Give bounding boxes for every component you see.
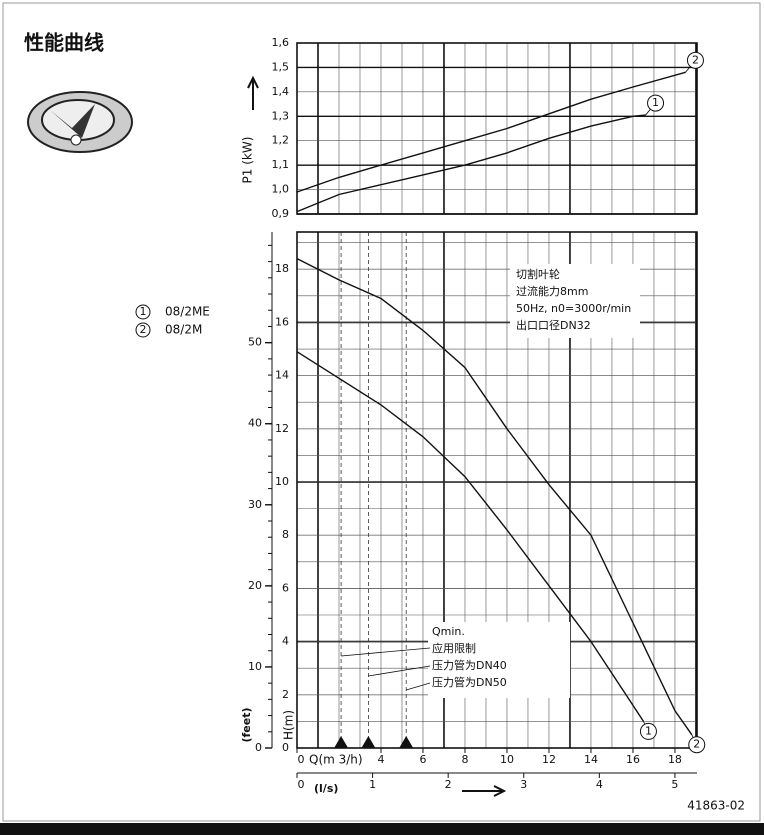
y-tick-label: 8 xyxy=(282,528,289,541)
curve xyxy=(296,351,645,722)
footer-bar xyxy=(0,823,764,835)
x2-tick-label: 3 xyxy=(520,778,527,791)
curve-marker xyxy=(647,94,665,112)
y-tick-label: 6 xyxy=(282,581,289,594)
plot-frame xyxy=(296,231,698,749)
y-tick-label: 1,5 xyxy=(272,60,290,73)
qmin-triangle xyxy=(334,736,349,748)
y-tick-label: 1,6 xyxy=(272,36,290,49)
note-text: 切割叶轮 xyxy=(516,267,560,281)
annotation-text: Qmin. xyxy=(432,625,465,638)
curve xyxy=(296,257,693,736)
plot-frame xyxy=(296,42,698,215)
x-tick-label: 4 xyxy=(377,753,384,766)
legend-label: 08/2ME xyxy=(165,305,210,319)
curve-marker xyxy=(639,722,657,740)
y2-tick-label: 20 xyxy=(248,579,262,592)
legend-label: 08/2M xyxy=(165,323,202,337)
x2-tick-label: 2 xyxy=(445,778,452,791)
x-tick-label: 10 xyxy=(500,753,514,766)
x-tick-label: 8 xyxy=(461,753,468,766)
x-tick-label: 16 xyxy=(626,753,640,766)
annotation-leader xyxy=(368,665,431,677)
x-axis-label: Q(m 3/h) xyxy=(309,753,363,767)
note-text: 过流能力8mm xyxy=(516,284,588,298)
x2-tick-label: 4 xyxy=(596,778,603,791)
curve-marker-label: 1 xyxy=(652,96,659,109)
pump-icon xyxy=(27,91,133,153)
y-tick-label: 1,0 xyxy=(272,183,290,196)
x-tick-label: 18 xyxy=(668,753,682,766)
y-tick-label: 1,2 xyxy=(272,134,290,147)
y2-tick-label: 0 xyxy=(255,741,262,754)
notes-box xyxy=(510,264,640,338)
annotation-text: 压力管为DN40 xyxy=(432,658,507,672)
x2-tick-label: 0 xyxy=(298,778,305,791)
annotation-leader xyxy=(341,647,431,657)
curve-marker xyxy=(686,51,704,69)
curve-marker-label: 2 xyxy=(692,53,699,66)
y-tick-label: 4 xyxy=(282,635,289,648)
note-text: 50Hz, n0=3000r/min xyxy=(516,302,631,315)
x-tick-label: 12 xyxy=(542,753,556,766)
qmin-triangle xyxy=(399,736,414,748)
curve xyxy=(296,71,686,193)
legend-circle xyxy=(135,304,151,320)
axis-arrow xyxy=(247,75,259,110)
curve-marker-label: 1 xyxy=(645,724,652,737)
doc-number: 41863-02 xyxy=(687,799,745,813)
x-tick-label: 6 xyxy=(419,753,426,766)
curve-marker-label: 2 xyxy=(693,738,700,751)
y2-axis-label: (feet) xyxy=(240,707,253,742)
y-tick-label: 2 xyxy=(282,688,289,701)
curve xyxy=(296,114,646,213)
x2-tick-label: 1 xyxy=(369,778,376,791)
x-tick-label: 14 xyxy=(584,753,598,766)
y-tick-label: 14 xyxy=(275,369,289,382)
y-tick-label: 1,3 xyxy=(272,109,290,122)
y-tick-label: 10 xyxy=(275,475,289,488)
annotation-leader xyxy=(406,682,431,691)
x2-tick-label: 5 xyxy=(671,778,678,791)
y-tick-label: 0,9 xyxy=(272,207,290,220)
y-tick-label: 1,1 xyxy=(272,158,290,171)
frame xyxy=(2,2,761,822)
page-title: 性能曲线 xyxy=(24,31,104,55)
y2-tick-label: 10 xyxy=(248,660,262,673)
axis-arrow xyxy=(462,785,507,797)
annotation-text: 压力管为DN50 xyxy=(432,675,507,689)
curve-marker xyxy=(688,736,706,754)
y-tick-label: 1,4 xyxy=(272,85,290,98)
y2-tick-label: 50 xyxy=(248,336,262,349)
y-axis-label: H(m) xyxy=(282,710,296,740)
x2-axis-label: (l/s) xyxy=(314,782,338,795)
annotation-text: 应用限制 xyxy=(432,641,476,655)
x-tick-label: 0 xyxy=(298,753,305,766)
y-tick-label: 12 xyxy=(275,422,289,435)
qmin-triangle xyxy=(361,736,376,748)
note-text: 出口口径DN32 xyxy=(516,318,591,332)
y-tick-label: 0 xyxy=(282,741,289,754)
y-tick-label: 18 xyxy=(275,262,289,275)
legend-circle xyxy=(135,322,151,338)
annotation-box xyxy=(428,622,570,698)
legend-marker: 2 xyxy=(140,323,147,336)
y2-tick-label: 30 xyxy=(248,498,262,511)
legend-marker: 1 xyxy=(140,305,147,318)
y2-tick-label: 40 xyxy=(248,417,262,430)
y-axis-label: P1 (kW) xyxy=(241,137,255,184)
y-tick-label: 16 xyxy=(275,315,289,328)
